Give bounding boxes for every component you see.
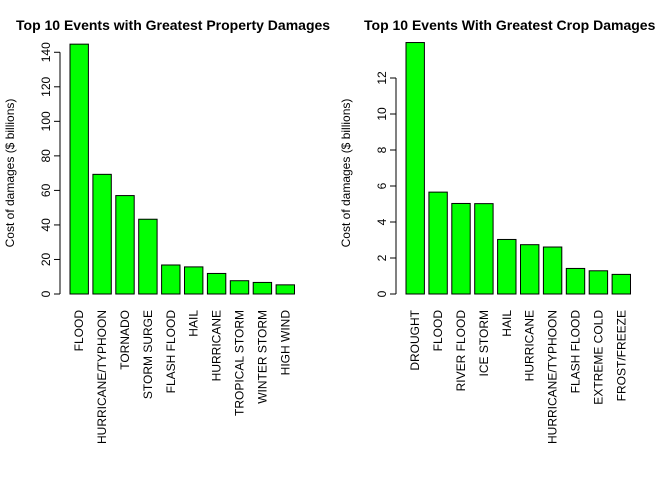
property-bar: [275, 284, 296, 295]
crop-category-label: RIVER FLOOD: [454, 310, 468, 392]
property-category-label: TROPICAL STORM: [233, 310, 247, 416]
property-category-label: WINTER STORM: [255, 310, 269, 404]
crop-category-label: FLASH FLOOD: [569, 310, 583, 394]
crop-category-label: DROUGHT: [408, 309, 422, 370]
property-category-label: FLOOD: [72, 310, 86, 352]
crop-bar: [611, 273, 631, 295]
property-category-label: STORM SURGE: [141, 310, 155, 399]
property-category-label: HIGH WIND: [278, 310, 292, 376]
property-bar: [138, 218, 158, 295]
crop-bar: [588, 270, 609, 295]
property-category-label: HURRICANE: [210, 310, 224, 381]
property-y-tick-label: 80: [39, 149, 53, 163]
crop-y-tick-label: 2: [375, 254, 389, 261]
crop-y-tick-label: 10: [375, 107, 389, 121]
property-y-tick-label: 0: [39, 290, 53, 297]
property-bar: [161, 264, 181, 295]
crop-bar: [428, 191, 448, 295]
property-y-tick-label: 140: [39, 42, 53, 62]
crop-y-tick-label: 12: [375, 71, 389, 85]
property-bar: [69, 43, 89, 295]
crop-bar: [451, 202, 471, 295]
crop-chart-title: Top 10 Events With Greatest Crop Damages: [364, 17, 656, 33]
crop-y-axis-label: Cost of damages ($ billions): [339, 99, 353, 248]
property-bar: [206, 272, 227, 295]
crop-category-label: EXTREME COLD: [591, 310, 605, 405]
property-plot-area: 0 20 40 60 80 100 120 140 FLOOD HURRICANE/TYPHOON…: [39, 42, 296, 444]
crop-bar: [405, 42, 425, 295]
crop-bar: [542, 246, 563, 295]
property-y-tick-label: 60: [39, 183, 53, 197]
property-y-tick-label: 100: [39, 111, 53, 131]
crop-y-tick-label: 8: [375, 146, 389, 153]
property-bar: [229, 280, 250, 295]
property-y-tick-label: 40: [39, 218, 53, 232]
property-damage-chart: Top 10 Events with Greatest Property Dam…: [16, 17, 330, 33]
crop-category-label: ICE STORM: [477, 310, 491, 376]
property-bar: [92, 173, 112, 295]
crop-y-tick-label: 0: [375, 290, 389, 297]
crop-damage-chart: Top 10 Events With Greatest Crop Damages: [364, 17, 656, 33]
crop-category-label: HURRICANE/TYPHOON: [546, 310, 560, 444]
crop-category-label: HURRICANE: [523, 310, 537, 381]
crop-bar: [520, 244, 540, 295]
property-category-label: HAIL: [187, 310, 201, 337]
crop-bar: [474, 203, 494, 295]
property-y-tick-label: 120: [39, 76, 53, 96]
crop-plot-area: 0 2 4 6 8 10 12 DROUGHT FLOOD RIVER FLOOD ICE STOR…: [375, 42, 631, 444]
property-y-axis-label: Cost of damages ($ billions): [3, 99, 17, 248]
crop-category-label: HAIL: [500, 310, 514, 337]
crop-bar: [565, 267, 586, 295]
property-category-label: HURRICANE/TYPHOON: [95, 310, 109, 444]
property-damage-plot: Cost of damages ($ billions) 0 20 40 60 80 10…: [3, 42, 296, 444]
property-category-label: TORNADO: [118, 310, 132, 370]
crop-y-tick-label: 4: [375, 218, 389, 225]
crop-category-label: FROST/FREEZE: [614, 310, 628, 401]
crop-category-label: FLOOD: [431, 310, 445, 352]
property-y-tick-label: 20: [39, 252, 53, 266]
crop-bar: [497, 238, 517, 295]
crop-damage-plot: Cost of damages ($ billions) 0 2 4 6 8 10 12 DR…: [339, 42, 631, 444]
crop-y-tick-label: 6: [375, 182, 389, 189]
property-bar: [252, 281, 273, 295]
property-chart-title: Top 10 Events with Greatest Property Dam…: [16, 17, 330, 33]
property-bar: [184, 266, 204, 295]
property-category-label: FLASH FLOOD: [164, 310, 178, 394]
property-bar: [115, 195, 135, 295]
